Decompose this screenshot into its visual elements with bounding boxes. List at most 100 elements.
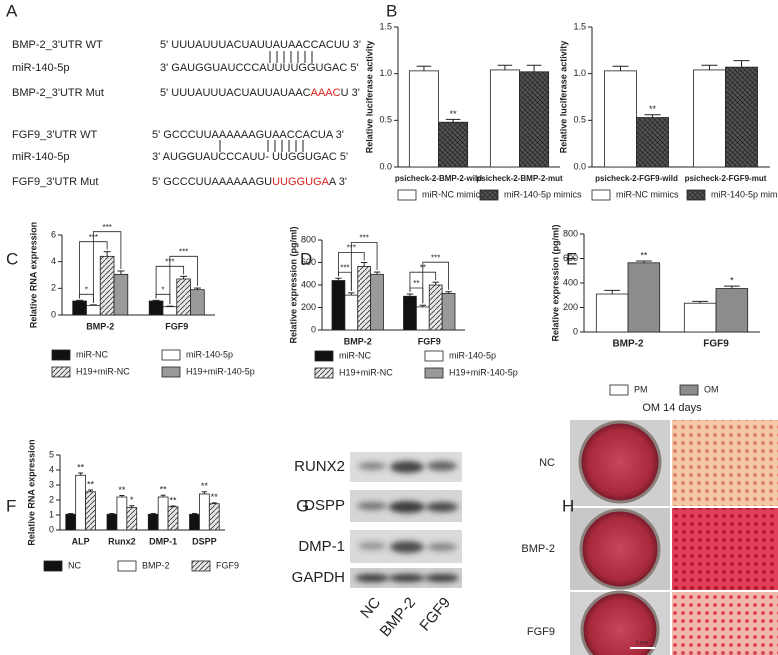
bar [604,70,637,168]
legend-label: H19+miR-NC [339,367,393,377]
sequence-segment: 5' GCCCUUAAAAAAGU [152,176,272,188]
legend-label: miR-NC mimics [422,189,485,199]
bar [725,66,758,168]
y-tick-label: 0 [311,324,316,334]
bar [157,496,169,531]
sequence-label: miR-140-5p [12,151,69,163]
legend-swatch [51,349,71,361]
y-tick-label: 0 [573,326,578,336]
y-tick-label: 800 [301,234,316,244]
significance: * [130,495,134,505]
base-pairing [219,51,313,152]
legend-label: H19+miR-NC [76,366,130,376]
y-tick-label: 600 [563,253,578,263]
y-tick-label: 6 [51,229,56,239]
y-tick-label: 0 [49,524,54,534]
legend-swatch [397,189,417,201]
legend-label: miR-NC mimics [616,189,679,199]
y-tick-label: 200 [301,302,316,312]
legend-swatch [424,350,444,362]
bar [162,306,178,316]
legend-label: BMP-2 [142,560,170,570]
bar [116,496,128,531]
sequence-label: BMP-2_3'UTR WT [12,39,103,51]
bar [693,69,726,168]
bar [167,506,179,531]
comparison-bracket [422,261,449,304]
staining-images [570,420,778,655]
bar [344,294,359,331]
legend-swatch [43,560,63,572]
y-tick-label: 600 [301,257,316,267]
panel-label: G [296,496,309,515]
legend-swatch [424,367,444,379]
comparison-label: * [85,285,88,294]
x-tick-label: DMP-1 [149,536,177,546]
x-tick-label: FGF9 [165,321,188,331]
sequence-label: FGF9_3'UTR WT [12,129,97,141]
panel-label: D [300,249,312,268]
bar [85,491,96,531]
x-tick-label: psicheck-2-FGF9-mut [685,174,767,183]
y-tick-label: 1.5 [379,21,392,31]
significance: * [730,275,734,285]
x-tick-label: BMP-2 [612,339,644,350]
y-tick-label: 4 [51,256,56,266]
bar [190,289,205,316]
sequence: 5' GCCCUUAAAAAAGUUUGGUGAA 3' [152,176,347,188]
legend-label: miR-140-5p [449,350,496,360]
bar [176,278,191,316]
y-axis-label: Relative expression (pg/ml) [550,224,560,341]
bar [683,302,717,333]
legend-swatch [117,560,137,572]
legend-swatch [591,189,611,201]
bar [441,293,456,331]
sequence-segment: 3' GAUGGUAUCCCAUUUUGGUGAC 5' [160,62,359,74]
y-tick-label: 400 [563,277,578,287]
bar [408,70,439,168]
lane-label: BMP-2 [377,594,419,640]
sequence-segment: UUGGUGA [272,176,330,188]
sequence-segment: AAAC [311,87,341,99]
panel-label: H [562,496,574,515]
sequence-segment: U 3' [341,87,360,99]
bar [199,493,210,531]
y-tick-label: 1.5 [573,21,586,31]
bar [331,280,346,331]
x-tick-label: psicheck-2-BMP-2-wild [395,174,482,183]
bar [357,266,372,331]
bar [106,513,118,531]
blot-label: DMP-1 [298,538,345,555]
sequence-segment: 5' UUUAUUUACUAUUAUAAC [160,87,311,99]
legend-label: miR-140-5p [186,349,233,359]
bar [715,288,749,333]
x-tick-label: BMP-2 [344,336,372,346]
sequence-segment: A 3' [329,176,347,188]
legend-label: miR-NC [76,349,108,359]
y-tick-label: 800 [563,228,578,238]
x-tick-label: BMP-2 [86,321,114,331]
bar [65,513,77,531]
images-title: OM 14 days [642,402,702,414]
significance: ** [211,492,219,502]
comparison-label: *** [431,253,440,262]
bar [627,262,661,333]
y-tick-label: 0.5 [573,115,586,125]
comparison-label: * [161,285,164,294]
comparison-bracket [350,242,378,291]
panel-label: A [6,1,18,20]
sequence: 3' AUGGUAUCCCAUU- UUGGUGAC 5' [152,151,348,163]
sequence: 5' UUUAUUUACUAUUAUAACCACUU 3' [160,39,361,51]
bar [428,284,443,331]
bar [72,300,87,316]
bar [99,255,115,316]
bar [189,513,200,531]
legend-swatch [191,560,211,572]
legend-label: OM [704,384,719,394]
legend-swatch [479,189,499,201]
y-tick-label: 1 [49,509,54,519]
significance: ** [170,495,178,505]
legend-label: miR-140-5p mimics [711,189,778,199]
legend-label: H19+miR-140-5p [186,366,255,376]
y-tick-label: 400 [301,279,316,289]
